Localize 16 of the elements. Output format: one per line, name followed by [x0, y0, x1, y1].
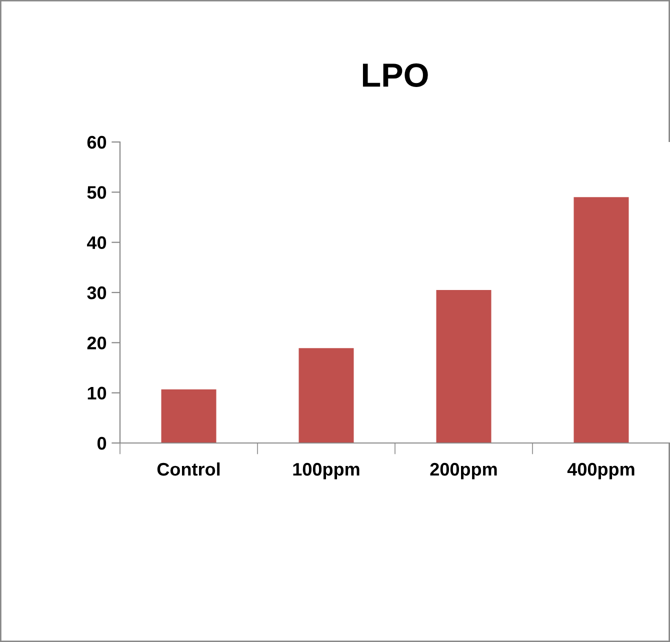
x-tick-label: 200ppm [430, 462, 497, 480]
bar [298, 348, 354, 443]
y-tick-label: 50 [87, 186, 106, 199]
chart-title: LPO [362, 63, 428, 87]
bar [574, 197, 629, 443]
y-tick-label: 20 [87, 336, 106, 350]
y-tick-label: 60 [87, 136, 106, 149]
bar [436, 290, 492, 443]
y-tick-label: 0 [97, 436, 106, 450]
x-tick-label: 400ppm [567, 462, 634, 480]
x-tick-label: 100ppm [293, 462, 360, 480]
y-tick-label: 30 [87, 286, 106, 300]
bar [161, 389, 216, 443]
y-tick-label: 40 [87, 236, 106, 250]
y-tick-label: 10 [88, 386, 106, 400]
x-tick-label: Control [157, 462, 220, 476]
